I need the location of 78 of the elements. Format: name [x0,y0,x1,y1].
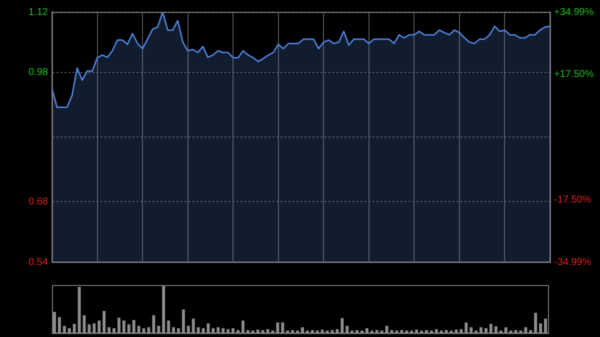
bar [544,318,548,333]
bar [524,327,528,333]
bar [529,330,532,333]
bar [212,328,215,333]
bar [434,329,438,333]
y2-tick-label: +17.50% [554,69,594,80]
bar [186,326,190,333]
bar [232,328,235,333]
bar [346,326,349,333]
bar [102,310,106,333]
bar [444,330,448,333]
y-tick-label: 0.98 [28,67,48,78]
bar [256,330,260,333]
bar [127,324,130,333]
bar [375,330,378,333]
bar [460,329,463,333]
bar [157,326,160,333]
bar [196,327,200,333]
bar [117,318,120,333]
bar [241,320,244,333]
bar [415,330,418,333]
bar [291,330,294,333]
bar [276,322,280,333]
bar [52,312,56,333]
bar [470,327,473,333]
bar [182,309,185,333]
bar [236,330,240,333]
bar [385,326,388,333]
bar [112,328,116,333]
bar [172,327,176,333]
bar [400,330,404,333]
bar [132,320,136,333]
bar [58,317,61,333]
bar [98,320,101,333]
bar [480,327,483,333]
bar [365,328,368,333]
bar [147,327,150,333]
bar [424,330,428,333]
bar [300,327,304,333]
bar [137,326,140,333]
bar [484,328,488,333]
y-tick-label: 0.68 [28,196,48,208]
bar [340,318,344,333]
bar [489,324,492,333]
bar [167,320,170,333]
bar [176,328,180,333]
bar [68,328,71,333]
bar [222,328,225,333]
bar [162,285,166,333]
bar [464,322,468,333]
bar [261,330,264,333]
bar [226,329,230,333]
bar [92,323,96,333]
y2-tick-label: +34.99% [554,6,594,18]
bar [539,323,542,333]
bar [202,328,205,333]
bar [534,312,538,333]
bar [320,330,324,333]
bar [192,318,195,333]
y-tick-label: 0.54 [28,256,48,268]
y2-tick-label: -17.50% [554,194,592,206]
bar [494,326,498,333]
bar [122,320,126,333]
bar [62,326,66,333]
bar [88,324,91,333]
bar [336,329,339,333]
bar [504,327,508,333]
bar [78,286,81,333]
bar [108,327,111,333]
bar [246,330,250,333]
bar [216,327,220,333]
bar [281,322,284,333]
bar [356,330,359,333]
bar [310,330,314,333]
bar [152,315,156,333]
y-tick-label: 1.12 [28,6,48,18]
y2-tick-label: -34.99% [554,256,592,268]
bar [72,324,76,333]
